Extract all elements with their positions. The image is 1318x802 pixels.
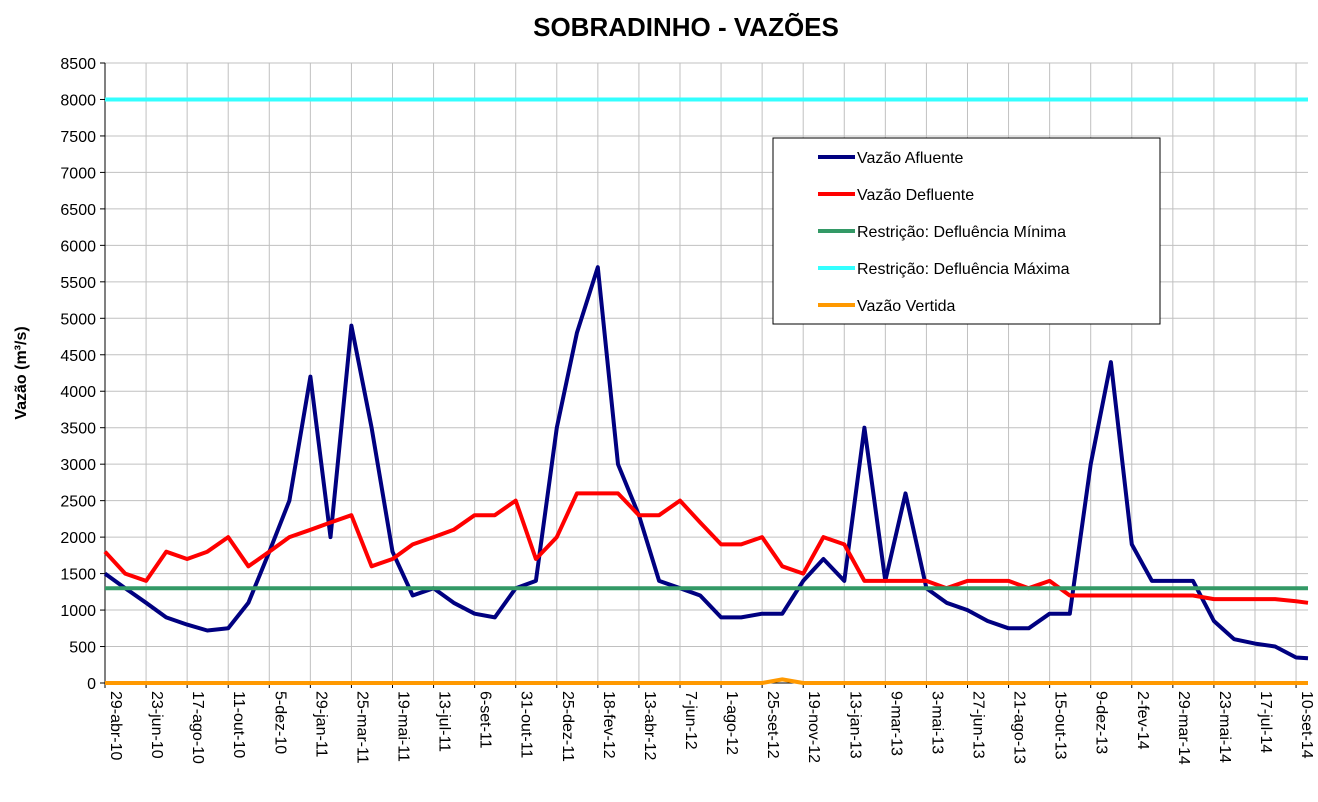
y-tick-label: 6500 <box>60 202 96 219</box>
x-tick-label: 13-jul-11 <box>436 691 453 752</box>
x-tick-label: 13-abr-12 <box>641 691 658 760</box>
x-tick-label: 17-jul-14 <box>1257 691 1274 753</box>
y-tick-label: 5000 <box>60 311 96 328</box>
x-tick-label: 10-set-14 <box>1298 691 1315 759</box>
x-tick-label: 23-mai-14 <box>1216 691 1233 763</box>
x-tick-label: 25-mar-11 <box>353 691 370 764</box>
x-tick-label: 3-mai-13 <box>928 691 945 754</box>
x-tick-label: 19-nov-12 <box>805 691 822 763</box>
x-tick-label: 17-ago-10 <box>189 691 206 764</box>
y-tick-label: 1000 <box>60 603 96 620</box>
x-tick-label: 31-out-11 <box>518 691 535 758</box>
x-tick-label: 19-mai-11 <box>394 691 411 762</box>
series-line <box>103 491 1309 605</box>
series-line <box>105 677 1308 685</box>
x-tick-label: 9-mar-13 <box>887 691 904 756</box>
x-tick-label: 29-abr-10 <box>107 691 124 760</box>
legend-label: Vazão Afluente <box>857 150 964 167</box>
y-tick-label: 8000 <box>60 92 96 109</box>
x-tick-label: 18-fev-12 <box>600 691 617 759</box>
y-tick-label: 500 <box>69 640 96 657</box>
x-tick-label: 29-jan-11 <box>312 691 329 758</box>
x-tick-label: 13-jan-13 <box>846 691 863 759</box>
y-tick-label: 3000 <box>60 457 96 474</box>
y-tick-label: 4000 <box>60 384 96 401</box>
x-tick-label: 21-ago-13 <box>1011 691 1028 764</box>
y-tick-label: 5500 <box>60 275 96 292</box>
y-tick-label: 7000 <box>60 165 96 182</box>
x-tick-label: 25-dez-11 <box>559 691 576 762</box>
x-tick-label: 25-set-12 <box>764 691 781 759</box>
legend-label: Restrição: Defluência Mínima <box>857 224 1066 241</box>
x-tick-label: 11-out-10 <box>230 691 247 758</box>
y-tick-label: 3500 <box>60 421 96 438</box>
chart-title: SOBRADINHO - VAZÕES <box>533 12 839 42</box>
x-tick-label: 23-jun-10 <box>148 691 165 759</box>
y-tick-label: 6000 <box>60 238 96 255</box>
x-tick-label: 15-out-13 <box>1052 691 1069 760</box>
y-tick-label: 0 <box>87 676 96 693</box>
y-tick-label: 1500 <box>60 567 96 584</box>
x-tick-label: 6-set-11 <box>477 691 494 749</box>
y-axis-label: Vazão (m³/s) <box>13 326 30 419</box>
x-tick-label: 27-jun-13 <box>969 691 986 759</box>
series-line <box>103 265 1309 661</box>
x-tick-label: 9-dez-13 <box>1093 691 1110 754</box>
y-tick-label: 4500 <box>60 348 96 365</box>
x-tick-label: 7-jun-12 <box>682 691 699 750</box>
legend-label: Restrição: Defluência Máxima <box>857 261 1070 278</box>
y-tick-label: 2000 <box>60 530 96 547</box>
legend-label: Vazão Vertida <box>857 298 956 315</box>
x-tick-label: 2-fev-14 <box>1134 691 1151 750</box>
legend-label: Vazão Defluente <box>857 187 974 204</box>
y-tick-label: 2500 <box>60 494 96 511</box>
y-tick-label: 8500 <box>60 56 96 73</box>
x-tick-label: 1-ago-12 <box>723 691 740 755</box>
x-tick-label: 5-dez-10 <box>271 691 288 754</box>
x-tick-label: 29-mar-14 <box>1175 691 1192 765</box>
y-tick-label: 7500 <box>60 129 96 146</box>
